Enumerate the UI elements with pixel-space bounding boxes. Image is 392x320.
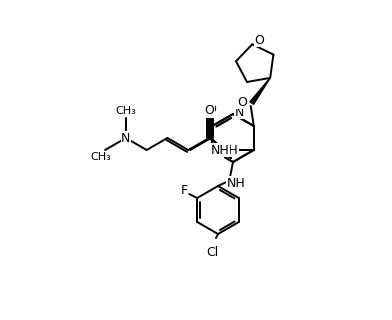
Text: O: O <box>206 103 216 116</box>
Text: N: N <box>121 132 131 145</box>
Text: O: O <box>237 95 247 108</box>
Text: N: N <box>234 106 244 118</box>
Text: F: F <box>181 183 188 196</box>
Text: O: O <box>204 104 214 117</box>
Text: NH: NH <box>220 143 238 156</box>
Text: CH₃: CH₃ <box>116 106 136 116</box>
Text: O: O <box>254 34 264 47</box>
Text: Cl: Cl <box>206 245 218 259</box>
Polygon shape <box>250 78 270 104</box>
Text: NH: NH <box>211 143 230 156</box>
Text: N: N <box>214 146 223 158</box>
Text: NH: NH <box>227 177 245 190</box>
Text: CH₃: CH₃ <box>91 152 111 162</box>
